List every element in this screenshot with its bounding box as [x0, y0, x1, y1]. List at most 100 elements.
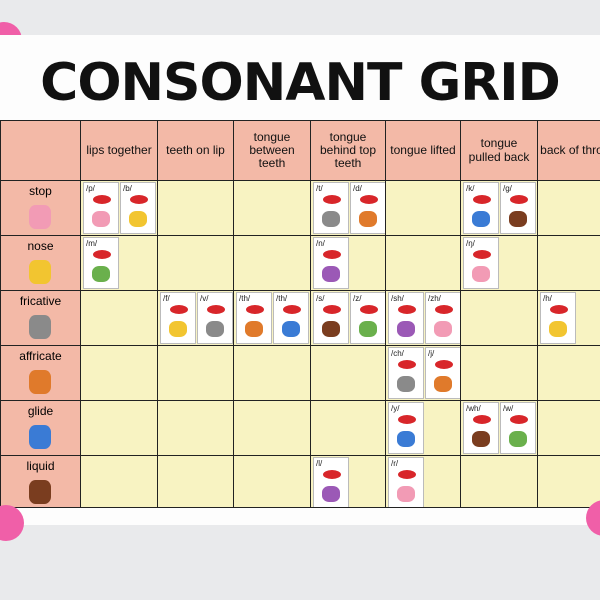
row-icon	[29, 480, 51, 504]
phoneme-card: /m/	[83, 237, 119, 289]
phoneme: /th/	[239, 294, 251, 303]
phoneme: /wh/	[466, 404, 481, 413]
column-header: tongue behind top teeth	[310, 120, 386, 181]
phoneme: /k/	[466, 184, 475, 193]
column-header: lips together	[80, 120, 158, 181]
row-icon	[29, 315, 51, 339]
phoneme: /n/	[316, 239, 325, 248]
grid-cell: /ch/ /j/	[385, 345, 461, 401]
row-label: liquid	[26, 459, 55, 473]
phoneme: /y/	[391, 404, 400, 413]
phoneme: /r/	[391, 459, 399, 468]
lips-picture	[510, 415, 528, 424]
grid-cell	[537, 455, 600, 508]
lips-picture	[207, 305, 225, 314]
phoneme-picture	[397, 431, 415, 447]
phoneme: /ch/	[391, 349, 404, 358]
phoneme-card: /h/	[540, 292, 576, 344]
grid-cell: /h/	[537, 290, 600, 346]
grid-cell	[157, 400, 234, 456]
corner-cell	[0, 120, 81, 181]
phoneme-card: /th/	[236, 292, 272, 344]
phoneme-picture	[397, 376, 415, 392]
phoneme-card: /j/	[425, 347, 460, 399]
phoneme-picture	[322, 321, 340, 337]
phoneme-picture	[397, 486, 415, 502]
lips-picture	[510, 195, 528, 204]
lips-picture	[323, 195, 341, 204]
phoneme: /d/	[353, 184, 362, 193]
grid-cell	[80, 400, 158, 456]
grid-cell: /m/	[80, 235, 158, 291]
grid-cell	[310, 400, 386, 456]
grid-cell	[310, 345, 386, 401]
lips-picture	[398, 305, 416, 314]
phoneme-card: /wh/	[463, 402, 499, 454]
row-icon	[29, 370, 51, 394]
phoneme-picture	[472, 431, 490, 447]
phoneme-card: /y/	[388, 402, 424, 454]
grid-cell: /l/	[310, 455, 386, 508]
grid-cell	[80, 290, 158, 346]
grid-cell	[385, 235, 461, 291]
grid-cell	[233, 235, 311, 291]
phoneme-card: /p/	[83, 182, 119, 234]
grid-cell	[233, 400, 311, 456]
phoneme: /s/	[316, 294, 325, 303]
phoneme-picture	[434, 321, 452, 337]
phoneme-picture	[359, 321, 377, 337]
grid-cell	[80, 345, 158, 401]
phoneme: /h/	[543, 294, 552, 303]
pin	[586, 500, 600, 536]
phoneme-picture	[549, 321, 567, 337]
grid-cell	[157, 235, 234, 291]
row-label: glide	[27, 404, 54, 418]
lips-picture	[550, 305, 568, 314]
grid-cell: /n/	[310, 235, 386, 291]
grid-cell	[80, 455, 158, 508]
phoneme: /j/	[428, 349, 435, 358]
phoneme-picture	[397, 321, 415, 337]
grid-cell	[233, 180, 311, 236]
grid-cell: /th/ /th/	[233, 290, 311, 346]
lips-picture	[130, 195, 148, 204]
column-header: tongue between teeth	[233, 120, 311, 181]
grid-cell: /f/ /v/	[157, 290, 234, 346]
phoneme-picture	[359, 211, 377, 227]
grid-cell: /ŋ/	[460, 235, 538, 291]
phoneme-card: /sh/	[388, 292, 424, 344]
lips-picture	[323, 250, 341, 259]
column-header: teeth on lip	[157, 120, 234, 181]
grid-cell: /t/ /d/	[310, 180, 386, 236]
row-header: glide	[0, 400, 81, 456]
phoneme: /l/	[316, 459, 323, 468]
phoneme-card: /k/	[463, 182, 499, 234]
grid-cell	[157, 180, 234, 236]
row-icon	[29, 425, 51, 449]
phoneme: /z/	[353, 294, 362, 303]
lips-picture	[170, 305, 188, 314]
lips-picture	[435, 360, 453, 369]
lips-picture	[360, 305, 378, 314]
grid-cell: /p/ /b/	[80, 180, 158, 236]
lips-picture	[435, 305, 453, 314]
phoneme: /zh/	[428, 294, 441, 303]
grid-cell	[157, 455, 234, 508]
lips-picture	[93, 250, 111, 259]
grid-cell	[460, 455, 538, 508]
grid-cell: /sh/ /zh/	[385, 290, 461, 346]
phoneme-picture	[472, 211, 490, 227]
phoneme: /p/	[86, 184, 95, 193]
phoneme: /g/	[503, 184, 512, 193]
grid-cell	[233, 345, 311, 401]
row-header: fricative	[0, 290, 81, 346]
row-label: fricative	[19, 294, 62, 308]
lips-picture	[473, 415, 491, 424]
phoneme-picture	[92, 211, 110, 227]
row-label: affricate	[19, 349, 62, 363]
phoneme-picture	[509, 431, 527, 447]
poster: CONSONANT GRID lips together teeth on lip…	[0, 35, 600, 525]
lips-picture	[323, 305, 341, 314]
column-header: tongue pulled back	[460, 120, 538, 181]
